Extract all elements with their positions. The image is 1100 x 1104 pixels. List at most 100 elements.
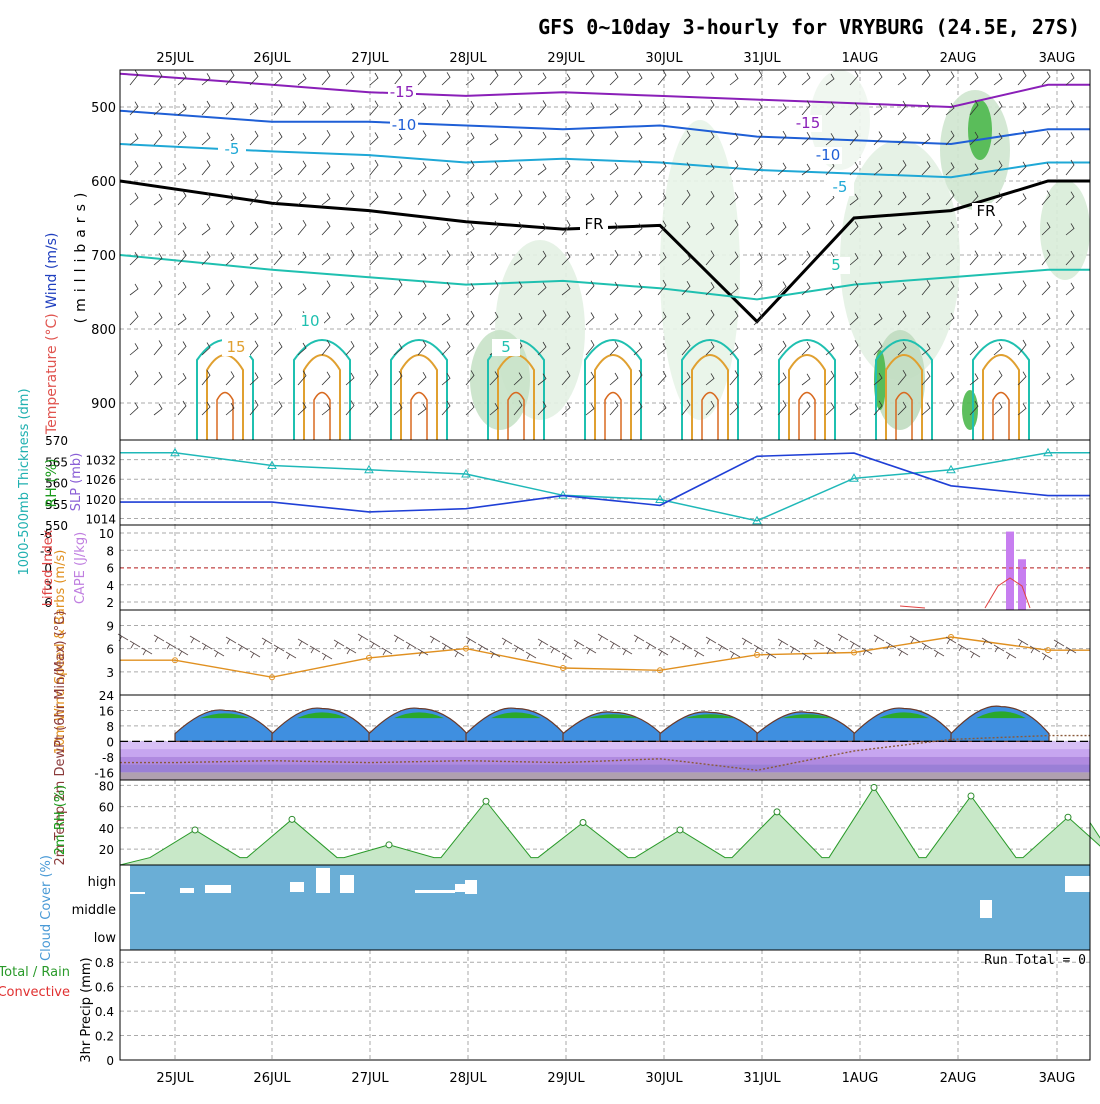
chart-title: GFS 0~10day 3-hourly for VRYBURG (24.5E,…	[538, 15, 1080, 39]
thickness-line	[120, 452, 1090, 522]
wind-barb	[705, 163, 715, 176]
wind-barb	[921, 371, 931, 386]
wind-barb	[729, 132, 739, 146]
wind-barb	[873, 131, 883, 146]
wind-barb	[801, 223, 811, 236]
wind-barb	[945, 162, 955, 176]
wind-barb	[129, 69, 139, 86]
wind10m-barb	[201, 642, 213, 651]
wind10m-barb	[345, 646, 357, 655]
wind-barb	[153, 312, 163, 326]
temp-band	[120, 741, 1090, 750]
wind-barb	[945, 281, 955, 296]
temp-warm-fill	[297, 712, 347, 719]
wind-barb	[849, 161, 859, 176]
wind-barb	[129, 402, 139, 416]
wind-barb	[825, 73, 835, 86]
wind-barb	[513, 312, 523, 326]
wind-barb	[513, 130, 523, 146]
wind-barb	[417, 371, 427, 386]
wind-barb	[465, 283, 475, 296]
wind-barb	[945, 372, 955, 386]
isotherm-label: FR	[584, 215, 603, 233]
wind-barb	[585, 161, 595, 176]
wind10m-barb	[381, 647, 393, 656]
cloud-bar	[980, 900, 992, 918]
wind10m-barb	[465, 636, 477, 645]
wind-barb	[633, 223, 643, 236]
wind10m-barb	[561, 652, 573, 661]
wind-barb	[153, 253, 163, 266]
wind10m-barb	[549, 645, 561, 654]
wind-barb	[921, 70, 931, 86]
ytick-wind10m: 6	[106, 643, 114, 657]
wind-barb	[753, 343, 763, 356]
wind-barb	[513, 103, 523, 116]
wind10m-barb	[993, 644, 1005, 653]
ytick-li: -6	[40, 527, 52, 541]
date-label-bottom: 31JUL	[743, 1071, 781, 1086]
wind-barb	[921, 161, 931, 176]
wind-barb	[801, 191, 811, 206]
wind-barb	[969, 72, 979, 86]
wind-barb	[345, 131, 355, 146]
wind-barb	[369, 159, 379, 176]
wind-barb	[177, 222, 187, 236]
date-label-top: 1AUG	[842, 51, 879, 66]
wind-barb	[321, 129, 331, 146]
wind-barb	[921, 402, 931, 416]
wind10m-barb	[453, 649, 465, 658]
wind-barb	[897, 401, 907, 416]
wind-barb	[513, 190, 523, 206]
wind-barb	[657, 252, 667, 266]
wind-barb	[273, 282, 283, 296]
wind-barb	[849, 252, 859, 266]
label-layer: 500600700800900-15-10-5-15-10-5FRFR51015…	[40, 83, 1000, 1068]
ytick-slp: 1014	[85, 512, 116, 526]
wind10m-barb	[825, 646, 837, 655]
wind10m-barb	[249, 650, 261, 659]
wind-barb	[489, 70, 499, 86]
wind10m-barb	[669, 635, 681, 644]
wind-barb	[657, 343, 667, 356]
wind-barb	[1017, 193, 1027, 206]
wind10m-barb	[537, 638, 549, 647]
wind-barb	[657, 101, 667, 116]
wind-barb	[705, 99, 715, 116]
ylabel-cloud: Cloud Cover (%)	[39, 855, 54, 961]
wind-barb	[369, 223, 379, 236]
wind-barb	[1017, 129, 1027, 146]
wind-barb	[297, 192, 307, 206]
isotherm-label: 5	[831, 256, 841, 274]
wind-barb	[225, 70, 235, 86]
wind-barb	[657, 370, 667, 386]
wind-barb	[393, 220, 403, 236]
ylabel-wind10m: 10m Wind Speed & Barbs (m/s)	[53, 550, 68, 755]
wind-barb	[1065, 100, 1075, 116]
wind-barb	[297, 73, 307, 86]
wind-barb	[153, 161, 163, 176]
wind-barb	[513, 281, 523, 296]
isotherm-label-bg	[390, 117, 418, 134]
isotherm-15	[594, 354, 632, 440]
wind-barb	[753, 252, 763, 266]
wind-barb	[201, 342, 211, 356]
wind-barb	[609, 313, 619, 326]
date-label-bottom: 3AUG	[1039, 1071, 1076, 1086]
wind10m-barb	[177, 648, 189, 657]
wind-barb	[393, 133, 403, 146]
wind-barb	[777, 221, 787, 236]
ytick-precip: 0.2	[95, 1030, 114, 1044]
temp-band	[120, 749, 1090, 757]
wind-barb	[345, 190, 355, 206]
isotherm-10	[390, 339, 448, 440]
wind-barb	[441, 313, 451, 326]
wind-barb	[489, 133, 499, 146]
wind-barb	[561, 342, 571, 356]
wind-barb	[561, 132, 571, 146]
wind-barb	[225, 252, 235, 266]
wind-barb	[729, 160, 739, 176]
wind-barb	[297, 283, 307, 296]
wind-barb	[537, 131, 547, 146]
wind-barb	[777, 400, 787, 416]
